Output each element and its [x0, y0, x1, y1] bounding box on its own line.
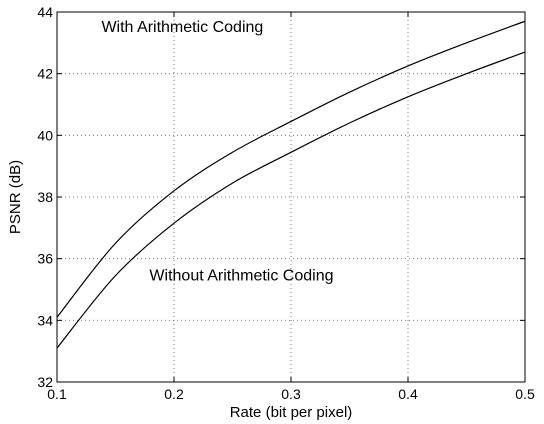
axis-ticks: 0.1 0.2 0.3 0.4 0.5 32 34 36 38 40 42 44: [37, 4, 535, 402]
x-axis-label: Rate (bit per pixel): [230, 404, 353, 421]
y-tick-label: 38: [37, 189, 53, 205]
y-tick-label: 36: [37, 251, 53, 267]
y-axis-label: PSNR (dB): [7, 160, 24, 234]
series-line-1: [56, 20, 526, 318]
x-tick-label: 0.1: [47, 386, 67, 402]
y-tick-label: 44: [37, 4, 53, 20]
x-tick-label: 0.3: [281, 386, 301, 402]
y-tick-label: 40: [37, 127, 53, 143]
series-lines: [56, 20, 526, 349]
y-tick-label: 42: [37, 66, 53, 82]
grid-lines: [57, 12, 525, 382]
x-tick-label: 0.2: [164, 386, 184, 402]
x-tick-label: 0.4: [398, 386, 418, 402]
annotation-label: Without Arithmetic Coding: [149, 267, 333, 284]
annotations: With Arithmetic Coding Without Arithmetic…: [101, 19, 333, 284]
y-tick-label: 32: [37, 374, 53, 390]
annotation-label: With Arithmetic Coding: [101, 19, 263, 36]
x-tick-label: 0.5: [515, 386, 535, 402]
y-tick-label: 34: [37, 312, 53, 328]
series-line-2: [56, 51, 526, 349]
